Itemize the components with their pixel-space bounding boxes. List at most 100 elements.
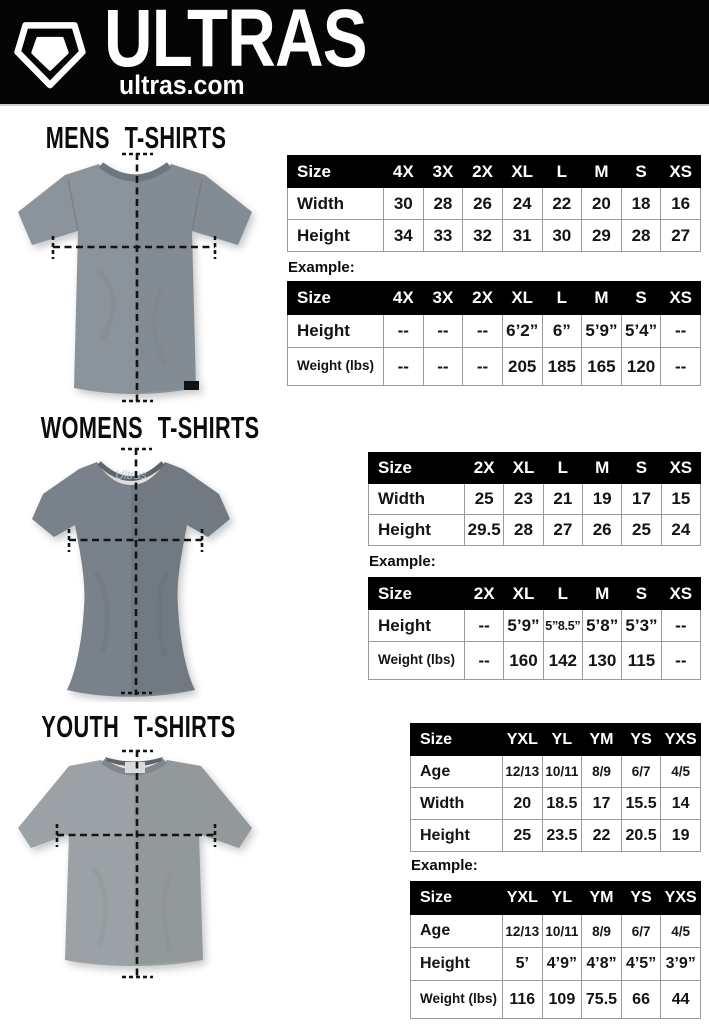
value-cell: 28	[503, 514, 544, 546]
womens-shirt-body	[32, 462, 230, 697]
value-cell: 14	[660, 787, 701, 820]
header-banner: ULTRAS ultras.com	[0, 0, 709, 106]
row-label-cell: Width	[368, 483, 465, 515]
value-cell: 4/5	[660, 755, 701, 788]
table-header-row: Size 2X XL L M S XS	[368, 452, 702, 484]
site-url: ultras.com	[119, 70, 245, 100]
value-cell: 27	[660, 219, 701, 252]
womens-shirt-collar	[97, 461, 165, 481]
value-cell: 160	[503, 641, 544, 680]
value-cell: --	[660, 641, 702, 680]
value-cell: 34	[383, 219, 424, 252]
size-column-header: XS	[660, 155, 701, 188]
youth-neck-tag	[125, 762, 145, 773]
womens-size-table: Size 2X XL L M S XS Width 25 23 21 19 17 15 Height 29.5…	[368, 452, 702, 546]
size-column-header: YM	[581, 723, 622, 756]
row-label-cell: Height	[368, 609, 465, 642]
value-cell: 25	[621, 514, 662, 546]
row-label-cell: Height	[410, 947, 503, 981]
table-row: Height 34 33 32 31 30 29 28 27	[287, 219, 701, 252]
mens-size-table: Size 4X 3X 2X XL L M S XS Width 30 28 26 24 22 20 18 16 He…	[287, 155, 701, 252]
youth-inner-collar	[105, 757, 163, 767]
row-label-cell: Height	[368, 514, 465, 546]
womens-line-endcaps	[67, 447, 204, 695]
value-cell: 17	[581, 787, 622, 820]
value-cell: 30	[541, 219, 583, 252]
table-row: Width 25 23 21 19 17 15	[368, 483, 702, 515]
mens-shirt-seams	[67, 178, 203, 232]
row-label-cell: Height	[287, 219, 384, 252]
value-cell: 28	[422, 187, 464, 220]
value-cell: 23	[503, 483, 544, 515]
youth-line-endcaps	[55, 749, 217, 979]
mens-shirt-collar	[98, 162, 172, 182]
value-cell: 32	[462, 219, 503, 252]
value-cell: --	[422, 314, 464, 348]
mens-measurement-lines	[51, 152, 217, 403]
value-cell: 5”8.5”	[542, 609, 583, 642]
value-cell: 10/11	[541, 755, 583, 788]
size-column-header: L	[541, 281, 583, 315]
size-label-cell: Size	[410, 881, 503, 915]
row-label-cell: Width	[410, 787, 503, 820]
value-cell: 19	[660, 819, 701, 852]
brand-wordmark: ULTRAS	[104, 0, 368, 84]
row-label-cell: Age	[410, 914, 503, 948]
size-column-header: 2X	[463, 577, 505, 610]
womens-example-label: Example:	[369, 553, 436, 570]
mens-section-heading: MENS T-SHIRTS	[45, 120, 227, 155]
row-label-cell: Height	[410, 819, 503, 852]
youth-measurement-lines	[55, 749, 217, 979]
mens-shirt-hem-tag	[184, 381, 199, 390]
value-cell: 165	[581, 347, 622, 386]
size-column-header: S	[621, 577, 662, 610]
value-cell: 19	[581, 483, 623, 515]
value-cell: 109	[541, 980, 583, 1019]
value-cell: 33	[422, 219, 464, 252]
table-row: Height -- -- -- 6’2” 6” 5’9” 5’4” --	[287, 314, 701, 348]
table-row: Height 25 23.5 22 20.5 19	[410, 819, 701, 852]
value-cell: 21	[542, 483, 583, 515]
mens-shirt-folds	[95, 268, 169, 367]
value-cell: 6/7	[620, 755, 662, 788]
mens-shirt-shading	[99, 164, 252, 393]
value-cell: 15.5	[620, 787, 662, 820]
mens-example-label: Example:	[288, 259, 355, 276]
value-cell: 26	[581, 514, 623, 546]
value-cell: 6’2”	[501, 314, 543, 348]
value-cell: 4’5”	[620, 947, 662, 981]
womens-collar-print: Ultras	[115, 468, 146, 482]
value-cell: 23.5	[541, 819, 583, 852]
value-cell: 22	[581, 819, 622, 852]
youth-shirt-shading	[134, 760, 252, 965]
size-column-header: XL	[503, 577, 544, 610]
value-cell: 18	[620, 187, 662, 220]
womens-shirt-folds	[92, 570, 170, 658]
value-cell: 6”	[541, 314, 583, 348]
size-column-header: XS	[660, 452, 702, 484]
value-cell: --	[660, 347, 701, 386]
womens-shirt-shading	[131, 462, 230, 694]
value-cell: 5’3”	[621, 609, 662, 642]
table-row: Height 5’ 4’9” 4’8” 4’5” 3’9”	[410, 947, 701, 981]
value-cell: --	[383, 347, 424, 386]
size-column-header: S	[620, 281, 662, 315]
youth-shirt-body	[18, 760, 252, 966]
shield-inner-pentagon	[31, 36, 69, 71]
value-cell: 185	[541, 347, 583, 386]
value-cell: --	[462, 314, 503, 348]
size-column-header: S	[621, 452, 662, 484]
womens-example-table: Size 2X XL L M S XS Height -- 5’9” 5”8.5” 5’8” 5’3” -…	[368, 577, 702, 680]
size-label-cell: Size	[368, 577, 465, 610]
value-cell: 4’9”	[541, 947, 583, 981]
womens-measurement-lines	[67, 447, 204, 695]
size-column-header: XL	[503, 452, 544, 484]
mens-tshirt-image	[18, 152, 252, 403]
size-column-header: XL	[501, 281, 543, 315]
value-cell: 115	[621, 641, 662, 680]
size-column-header: XL	[501, 155, 543, 188]
size-column-header: M	[581, 281, 622, 315]
pentagon-shield-icon	[14, 22, 86, 89]
value-cell: 17	[621, 483, 662, 515]
value-cell: 20	[502, 787, 543, 820]
